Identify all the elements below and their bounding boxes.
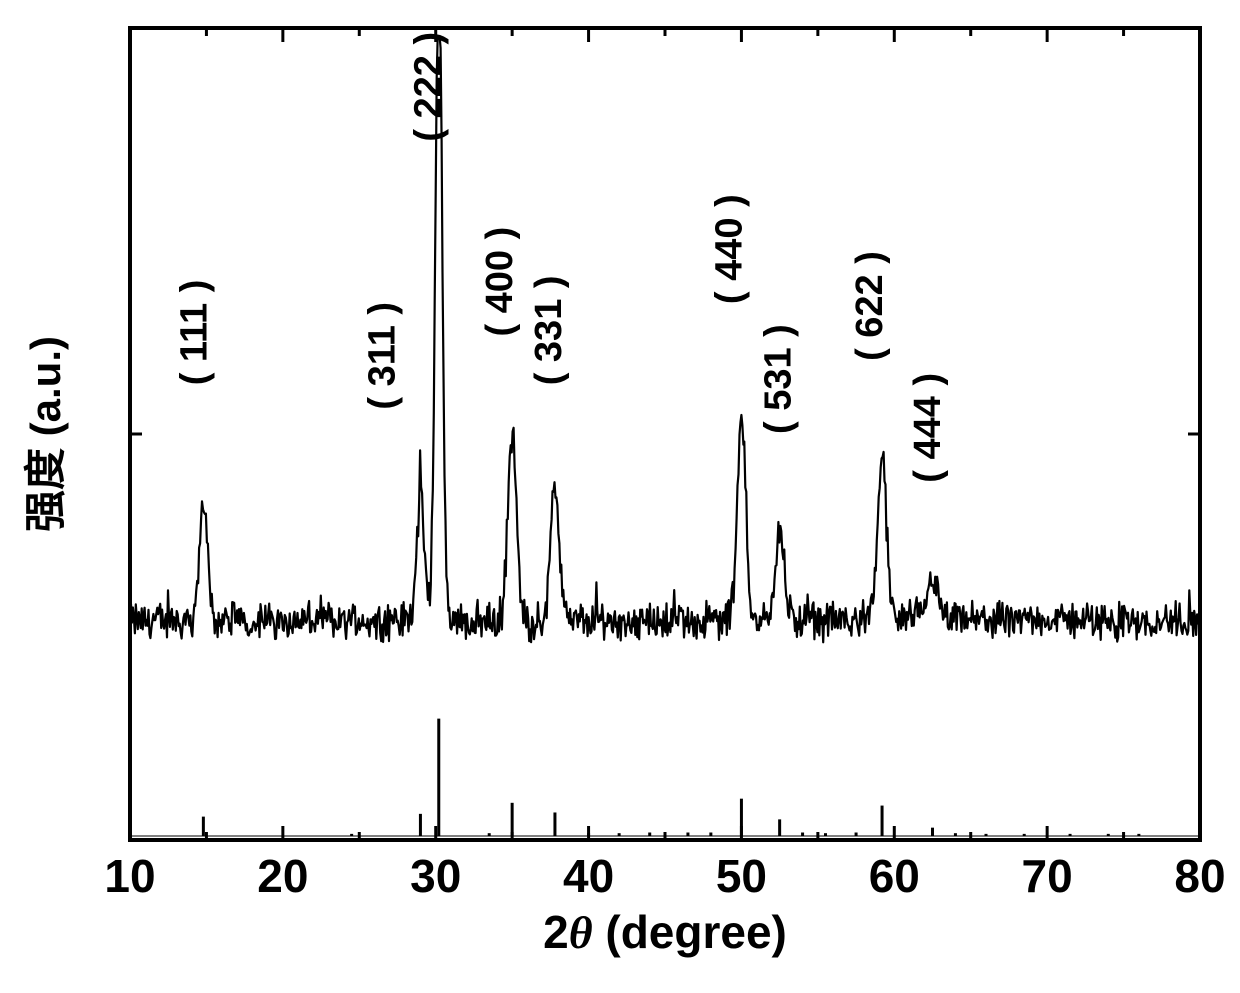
miller-index-label: ( 444 )	[907, 373, 949, 483]
miller-index-label: ( 111 )	[173, 280, 215, 386]
plot-frame	[130, 28, 1200, 840]
x-tick-label: 10	[104, 850, 155, 902]
x-tick-label: 60	[869, 850, 920, 902]
miller-index-label: ( 331 )	[528, 275, 570, 385]
x-tick-label: 20	[257, 850, 308, 902]
xrd-chart: 1020304050607080 ( 111 )( 311 )( 222 )( …	[0, 0, 1240, 993]
miller-index-label: ( 311 )	[361, 302, 403, 410]
x-axis-ticks	[130, 28, 1200, 840]
x-tick-label: 30	[410, 850, 461, 902]
peak-labels: ( 111 ) ( 311 ) ( 222 ) ( 400 )( 331 ) ( 440…	[173, 32, 949, 483]
x-axis-label: 2θ (degree)	[543, 906, 787, 958]
x-tick-label: 80	[1174, 850, 1225, 902]
reference-pattern-sticks	[130, 719, 1200, 836]
miller-index-label: ( 222 )	[407, 32, 449, 142]
xrd-pattern-trace	[130, 36, 1200, 642]
x-axis-tick-labels: 10 20 30 40 50 60 70 80	[104, 850, 1225, 902]
x-tick-label: 70	[1022, 850, 1073, 902]
y-axis-label: 强度 (a.u.)	[22, 336, 69, 532]
miller-index-label: ( 531 )	[757, 324, 799, 434]
miller-index-label: ( 400 )	[479, 227, 521, 337]
miller-index-label: ( 440 )	[708, 194, 750, 304]
chart-svg: 1020304050607080 ( 111 )( 311 )( 222 )( …	[0, 0, 1240, 993]
miller-index-label: ( 622 )	[849, 251, 891, 361]
x-tick-label: 40	[563, 850, 614, 902]
x-tick-label: 50	[716, 850, 767, 902]
